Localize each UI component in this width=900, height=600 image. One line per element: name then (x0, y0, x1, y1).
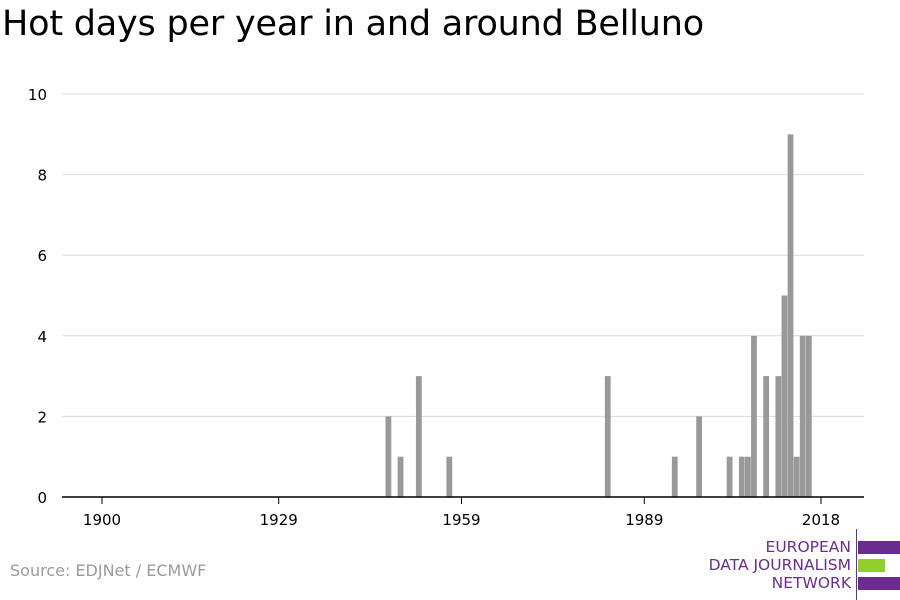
y-tick-label: 10 (28, 86, 47, 104)
bar (604, 376, 611, 497)
bar (793, 456, 800, 497)
logo-line-3: NETWORK (771, 574, 851, 592)
chart-title: Hot days per year in and around Belluno (2, 4, 704, 44)
bar (726, 456, 733, 497)
bar (799, 335, 806, 497)
y-tick-label: 4 (37, 328, 47, 346)
bar (744, 456, 751, 497)
bar (751, 335, 757, 497)
x-tick-label: 1989 (625, 511, 663, 529)
bar (446, 456, 453, 497)
x-tick-label: 1929 (260, 511, 298, 529)
x-tick-label: 2018 (802, 511, 840, 529)
bar (696, 416, 703, 497)
bar-chart: 0 2 4 6 8 10 1900 1929 1959 1989 2018 (28, 86, 864, 529)
bar (738, 456, 745, 497)
bars (385, 134, 812, 498)
y-tick-label: 0 (37, 489, 47, 507)
y-tick-label: 2 (37, 408, 47, 426)
y-tick-label: 6 (37, 247, 47, 265)
bar (671, 456, 678, 497)
bar (781, 295, 788, 497)
bar (415, 376, 422, 497)
y-axis: 0 2 4 6 8 10 (28, 86, 47, 507)
logo-divider (856, 529, 857, 600)
gridlines (62, 93, 864, 417)
y-tick-label: 8 (37, 167, 47, 185)
source-note: Source: EDJNet / ECMWF (10, 561, 207, 580)
logo-bar-purple-bottom (858, 577, 900, 590)
x-axis: 1900 1929 1959 1989 2018 (62, 496, 864, 529)
logo-line-1: EUROPEAN (765, 538, 851, 556)
x-tick-label: 1959 (442, 511, 480, 529)
bar (787, 134, 794, 498)
edjnet-logo: EUROPEAN DATA JOURNALISM NETWORK (700, 529, 900, 600)
bar (385, 416, 392, 497)
bar (397, 456, 404, 497)
bar (763, 376, 770, 497)
bar (805, 335, 812, 497)
logo-line-2: DATA JOURNALISM (708, 556, 851, 574)
x-tick-label: 1900 (83, 511, 121, 529)
logo-bar-green (858, 559, 885, 572)
logo-bar-purple-top (858, 541, 900, 554)
bar (775, 376, 782, 497)
